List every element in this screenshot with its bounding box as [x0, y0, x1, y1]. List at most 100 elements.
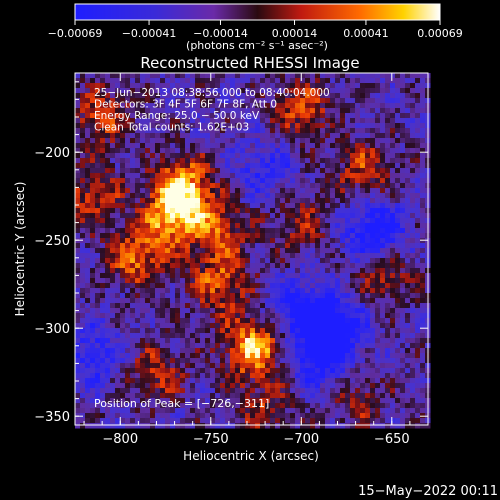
heatmap-cell [330, 138, 336, 144]
heatmap-cell [350, 378, 356, 384]
heatmap-cell [100, 193, 106, 199]
heatmap-cell [180, 348, 186, 354]
heatmap-cell [400, 348, 406, 354]
heatmap-cell [190, 183, 196, 189]
heatmap-cell [125, 253, 131, 259]
heatmap-cell [150, 103, 156, 109]
heatmap-cell [260, 258, 266, 264]
heatmap-cell [380, 268, 386, 274]
heatmap-cell [220, 323, 226, 329]
heatmap-cell [145, 168, 151, 174]
heatmap-cell [390, 123, 396, 129]
heatmap-cell [315, 328, 321, 334]
heatmap-cell [270, 228, 276, 234]
heatmap-cell [420, 323, 426, 329]
heatmap-cell [110, 403, 116, 409]
heatmap-cell [340, 393, 346, 399]
heatmap-cell [210, 138, 216, 144]
heatmap-cell [325, 353, 331, 359]
heatmap-cell [420, 188, 426, 194]
heatmap-cell [300, 123, 306, 129]
heatmap-cell [410, 213, 416, 219]
heatmap-cell [95, 78, 101, 84]
heatmap-cell [195, 403, 201, 409]
heatmap-cell [95, 113, 101, 119]
heatmap-cell [95, 218, 101, 224]
heatmap-cell [375, 248, 381, 254]
heatmap-cell [210, 148, 216, 154]
heatmap-cell [105, 308, 111, 314]
heatmap-cell [175, 413, 181, 419]
heatmap-cell [355, 103, 361, 109]
heatmap-cell [110, 313, 116, 319]
heatmap-cell [240, 313, 246, 319]
heatmap-cell [295, 363, 301, 369]
heatmap-cell [275, 98, 281, 104]
heatmap-cell [415, 103, 421, 109]
heatmap-cell [235, 368, 241, 374]
heatmap-cell [115, 148, 121, 154]
heatmap-cell [350, 383, 356, 389]
heatmap-cell [385, 278, 391, 284]
heatmap-cell [375, 343, 381, 349]
heatmap-cell [325, 208, 331, 214]
heatmap-cell [200, 343, 206, 349]
heatmap-cell [210, 378, 216, 384]
heatmap-cell [130, 208, 136, 214]
heatmap-cell [90, 198, 96, 204]
heatmap-cell [330, 393, 336, 399]
heatmap-cell [300, 193, 306, 199]
heatmap-cell [160, 283, 166, 289]
heatmap-cell [340, 173, 346, 179]
heatmap-cell [200, 158, 206, 164]
heatmap-cell [75, 78, 81, 84]
heatmap-cell [290, 218, 296, 224]
heatmap-cell [265, 293, 271, 299]
heatmap-cell [245, 78, 251, 84]
heatmap-cell [370, 403, 376, 409]
heatmap-cell [275, 103, 281, 109]
heatmap-cell [325, 73, 331, 79]
heatmap-cell [395, 173, 401, 179]
heatmap-cell [190, 198, 196, 204]
heatmap-cell [215, 103, 221, 109]
heatmap-cell [75, 73, 81, 79]
heatmap-cell [225, 393, 231, 399]
heatmap-cell [355, 213, 361, 219]
heatmap-cell [340, 358, 346, 364]
heatmap-cell [400, 143, 406, 149]
heatmap-cell [285, 108, 291, 114]
heatmap-cell [265, 353, 271, 359]
heatmap-cell [75, 88, 81, 94]
heatmap-cell [145, 153, 151, 159]
heatmap-cell [395, 93, 401, 99]
heatmap-cell [295, 223, 301, 229]
heatmap-cell [265, 73, 271, 79]
heatmap-cell [255, 143, 261, 149]
heatmap-cell [305, 413, 311, 419]
heatmap-cell [190, 308, 196, 314]
heatmap-cell [380, 228, 386, 234]
heatmap-cell [260, 133, 266, 139]
heatmap-cell [130, 278, 136, 284]
heatmap-cell [305, 88, 311, 94]
heatmap-cell [290, 73, 296, 79]
heatmap-cell [110, 288, 116, 294]
heatmap-cell [240, 358, 246, 364]
heatmap-cell [355, 118, 361, 124]
heatmap-cell [105, 158, 111, 164]
heatmap-cell [340, 338, 346, 344]
heatmap-cell [115, 293, 121, 299]
heatmap-cell [225, 418, 231, 424]
heatmap-cell [290, 223, 296, 229]
heatmap-cell [270, 378, 276, 384]
heatmap-cell [290, 193, 296, 199]
heatmap-cell [315, 203, 321, 209]
heatmap-cell [170, 373, 176, 379]
heatmap-cell [290, 198, 296, 204]
heatmap-cell [285, 238, 291, 244]
heatmap-cell [330, 193, 336, 199]
heatmap-cell [340, 78, 346, 84]
heatmap-cell [385, 208, 391, 214]
heatmap-cell [355, 203, 361, 209]
